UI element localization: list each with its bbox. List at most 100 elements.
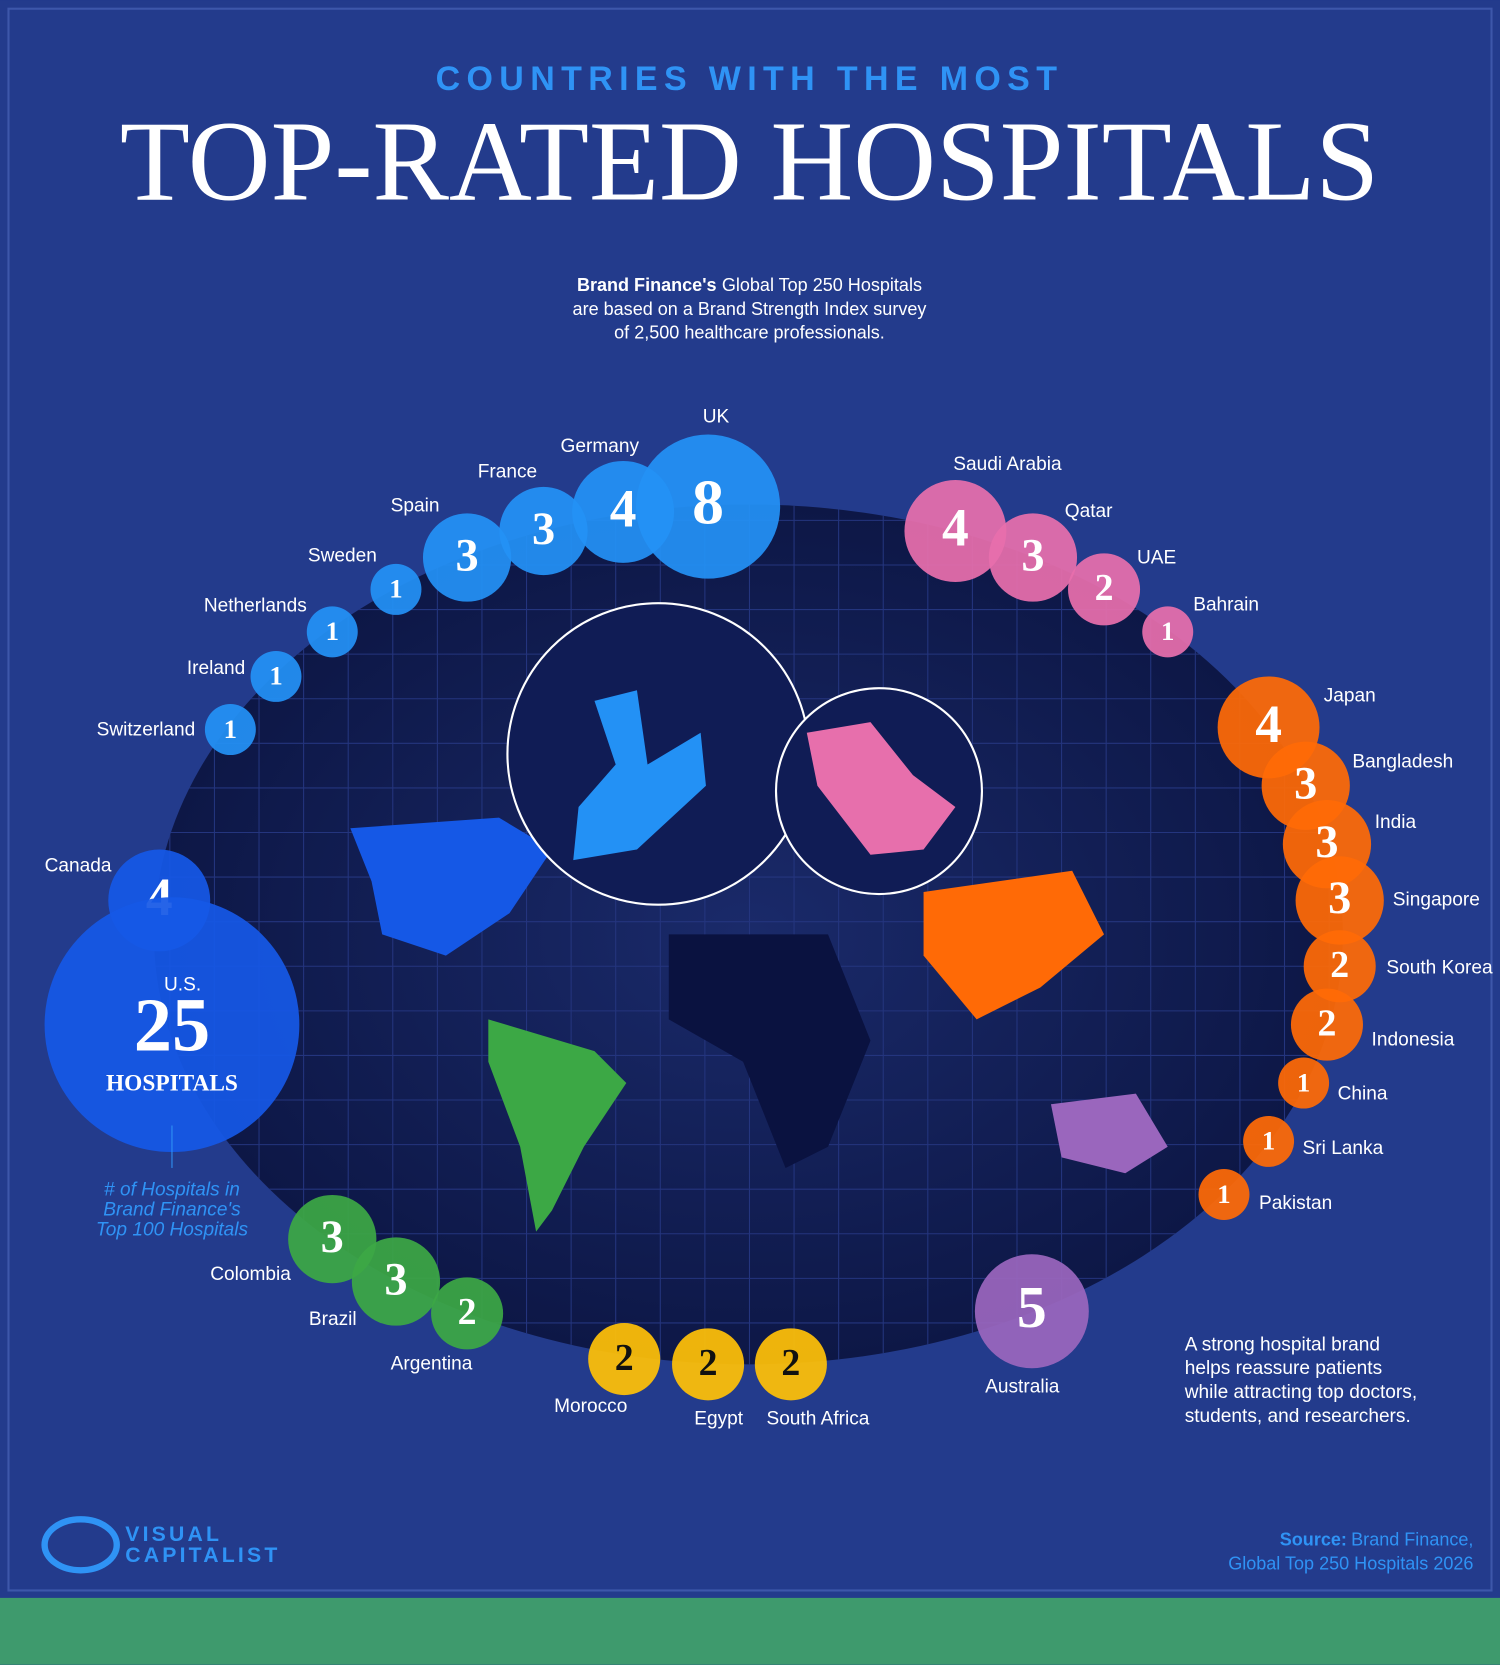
bubble xyxy=(1243,1115,1295,1167)
note: helps reassure patients xyxy=(1185,1358,1382,1379)
bubble xyxy=(754,1328,827,1401)
country-label: Switzerland xyxy=(97,720,196,741)
country-label: Germany xyxy=(561,436,640,457)
bubble xyxy=(306,606,358,658)
country-label: UK xyxy=(703,406,730,427)
subtitle-bold: Brand Finance's xyxy=(577,275,717,295)
gulf-shape xyxy=(806,722,956,855)
bubble xyxy=(974,1254,1089,1369)
country-label: Spain xyxy=(391,496,440,517)
europe-zoom xyxy=(506,602,810,906)
subtitle: are based on a Brand Strength Index surv… xyxy=(573,299,927,319)
bubble-value: 1 xyxy=(326,616,339,646)
footer-bar xyxy=(0,1597,1500,1665)
bubble-value: 3 xyxy=(1328,873,1351,924)
bubble xyxy=(1278,1057,1330,1109)
bubble-value: 3 xyxy=(384,1254,407,1305)
bubble xyxy=(44,897,300,1153)
bubble-value: 2 xyxy=(615,1337,634,1379)
country-label: UAE xyxy=(1137,548,1176,569)
bubble xyxy=(288,1194,377,1284)
kicker: COUNTRIES WITH THE MOST xyxy=(436,60,1064,98)
logo-mark xyxy=(41,1516,120,1574)
note: A strong hospital brand xyxy=(1185,1334,1380,1355)
country-label: Japan xyxy=(1324,686,1376,707)
bubble-value: 1 xyxy=(1297,1067,1310,1097)
bubble-value: 4 xyxy=(1255,694,1282,754)
bubble-value: 2 xyxy=(458,1291,477,1333)
subtitle: Brand Finance's Global Top 250 Hospitals xyxy=(577,275,922,295)
legend-note: # of Hospitals in xyxy=(104,1179,240,1200)
bubble xyxy=(588,1323,661,1396)
country-label: Australia xyxy=(985,1377,1060,1398)
bubble-value: 25 xyxy=(134,983,210,1068)
bubble-value: 3 xyxy=(1294,759,1317,810)
country-label: South Korea xyxy=(1386,957,1493,978)
note: while attracting top doctors, xyxy=(1184,1382,1417,1403)
bubble-value: 3 xyxy=(1021,530,1044,581)
bubble xyxy=(1068,553,1141,626)
title: TOP-RATED HOSPITALS xyxy=(120,98,1379,225)
bubble-value: 1 xyxy=(224,714,237,744)
bubble xyxy=(988,513,1078,602)
country-label: Sweden xyxy=(308,546,377,567)
australia xyxy=(1050,1093,1168,1174)
source: Global Top 250 Hospitals 2026 xyxy=(1228,1554,1473,1574)
country-label: France xyxy=(478,462,537,483)
country-label: Saudi Arabia xyxy=(953,454,1062,475)
bubble xyxy=(1295,856,1384,945)
bubble xyxy=(422,513,512,602)
map xyxy=(153,504,1343,1365)
bubble xyxy=(250,650,302,702)
bubble-value: 3 xyxy=(456,530,479,581)
bubble xyxy=(370,563,422,615)
country-label: China xyxy=(1338,1084,1388,1105)
bubble xyxy=(672,1328,745,1401)
legend-note: Brand Finance's xyxy=(103,1199,241,1220)
bubble xyxy=(636,434,781,579)
note: students, and researchers. xyxy=(1185,1406,1411,1427)
bubble xyxy=(499,486,588,576)
bubble-value: 1 xyxy=(1262,1126,1275,1156)
subtitle: of 2,500 healthcare professionals. xyxy=(614,322,885,342)
bubble xyxy=(431,1277,504,1350)
bubble-value: 2 xyxy=(1095,567,1114,609)
source-text: Brand Finance, xyxy=(1351,1529,1473,1549)
bubble-value: 1 xyxy=(1217,1179,1230,1209)
country-label: Egypt xyxy=(694,1409,744,1430)
bubble xyxy=(1198,1169,1250,1220)
country-label: Sri Lanka xyxy=(1303,1138,1384,1159)
bubble-value: 1 xyxy=(269,661,282,691)
south-america xyxy=(488,1019,627,1232)
bubble xyxy=(1303,930,1376,1003)
bubble-value: 2 xyxy=(1330,944,1349,986)
bubble-value: 4 xyxy=(942,497,969,557)
frame xyxy=(7,7,1493,1592)
asia xyxy=(923,870,1105,1020)
bubble-value: 1 xyxy=(389,574,402,604)
country-label: India xyxy=(1375,812,1417,833)
bubble-value: 8 xyxy=(692,466,724,537)
source: Source: Brand Finance, xyxy=(1280,1529,1474,1549)
bubble xyxy=(904,480,1007,582)
legend-note: Top 100 Hospitals xyxy=(96,1220,249,1241)
bubble-value: 2 xyxy=(1318,1002,1337,1044)
unit-label: HOSPITALS xyxy=(106,1071,238,1097)
bubble xyxy=(1290,988,1363,1061)
country-label: Canada xyxy=(45,856,112,877)
bubble-value: 5 xyxy=(1017,1274,1047,1340)
bubble xyxy=(1142,606,1194,658)
country-label: Argentina xyxy=(391,1353,473,1374)
bubble-value: 3 xyxy=(1315,817,1338,868)
bubble-value: 3 xyxy=(321,1212,344,1263)
country-label: Morocco xyxy=(554,1396,627,1417)
logo-text: VISUAL xyxy=(125,1523,222,1546)
bubble xyxy=(204,704,256,756)
country-label: Pakistan xyxy=(1259,1193,1332,1214)
country-label: Indonesia xyxy=(1372,1030,1455,1051)
country-label: South Africa xyxy=(766,1409,869,1430)
bubble-value: 3 xyxy=(532,504,555,555)
subtitle-text: Global Top 250 Hospitals xyxy=(722,275,922,295)
logo-text: CAPITALIST xyxy=(125,1544,280,1567)
